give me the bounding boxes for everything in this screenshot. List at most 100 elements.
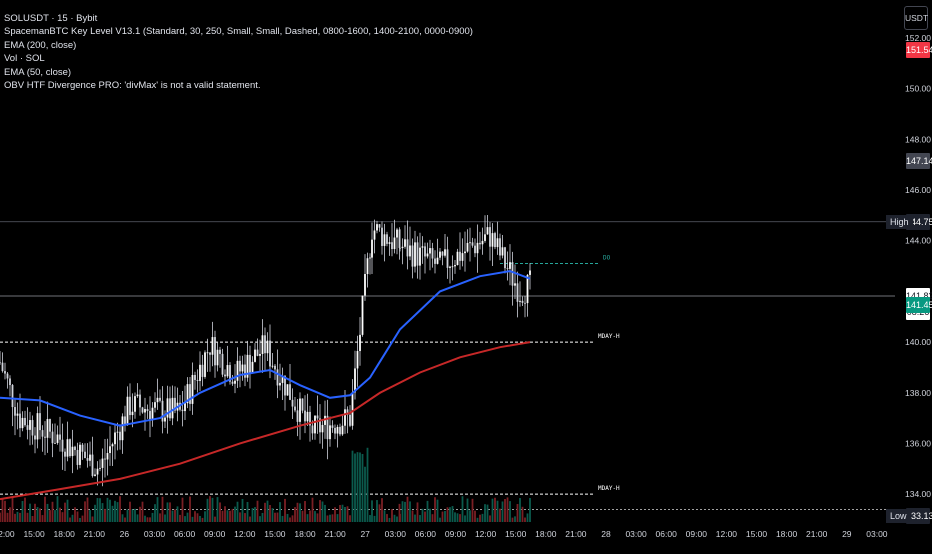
candle-body — [391, 242, 393, 250]
volume-bar — [314, 511, 316, 522]
volume-bar — [69, 517, 71, 522]
price-tag-caption: Low — [886, 509, 911, 524]
candle-body — [121, 416, 124, 441]
legend-volume[interactable]: Vol · SOL — [4, 53, 45, 65]
volume-bar — [76, 511, 79, 522]
candle-body — [111, 444, 114, 447]
volume-bar — [514, 516, 516, 522]
volume-bar — [159, 513, 161, 522]
candle-body — [16, 413, 19, 416]
candle-body — [11, 385, 14, 408]
candle-body — [424, 246, 426, 257]
volume-bar — [459, 514, 461, 522]
candle-body — [481, 240, 484, 245]
candle-body — [281, 375, 284, 383]
price-tag: 133.13 — [906, 508, 932, 525]
volume-bar — [176, 506, 179, 522]
time-tick-label: 03:00 — [144, 529, 166, 539]
volume-bar — [349, 515, 351, 522]
volume-bar — [91, 516, 94, 522]
volume-bar — [461, 496, 464, 522]
volume-bar — [479, 514, 481, 522]
candle-body — [336, 426, 339, 434]
volume-bar — [114, 500, 116, 522]
volume-bar — [106, 497, 109, 522]
candle-body — [89, 454, 91, 461]
candle-body — [376, 224, 378, 231]
candle-body — [509, 262, 511, 269]
time-tick-label: 06:00 — [415, 529, 437, 539]
volume-bar — [81, 515, 84, 522]
legend-ema-200[interactable]: EMA (200, close) — [4, 39, 77, 51]
candle-body — [354, 368, 356, 393]
price-axis[interactable]: 152.00 150.00 148.00 146.00 144.00 140.00 138.… — [905, 33, 931, 499]
volume-bar — [234, 506, 236, 522]
time-tick-label: 21:00 — [565, 529, 587, 539]
volume-bar — [281, 515, 284, 522]
volume-bar — [456, 513, 459, 522]
candle-body — [126, 396, 129, 426]
volume-bar — [99, 498, 101, 522]
volume-bar — [1, 498, 4, 522]
volume-bar — [301, 510, 304, 522]
volume-bar — [194, 511, 196, 522]
volume-bar — [209, 496, 211, 522]
volume-bar — [14, 513, 16, 522]
candle-body — [59, 434, 61, 440]
volume-bar — [489, 515, 491, 522]
candle-body — [514, 283, 516, 286]
volume-bar — [361, 453, 364, 522]
volume-bar — [399, 513, 401, 522]
volume-bar — [59, 507, 61, 522]
candle-body — [251, 361, 254, 374]
volume-bar — [6, 512, 9, 522]
candle-body — [71, 446, 74, 457]
volume-bar — [476, 517, 479, 522]
volume-bar — [56, 496, 59, 522]
volume-bar — [426, 500, 429, 522]
candle-body — [524, 302, 526, 304]
candle-body — [191, 374, 194, 404]
volume-bar — [116, 502, 119, 522]
candle-body — [479, 242, 481, 245]
currency-button[interactable]: USDT — [904, 6, 928, 30]
candle-body — [404, 239, 406, 247]
candle-body — [491, 233, 494, 247]
volume-bar — [506, 497, 509, 522]
candle-body — [306, 411, 309, 422]
legend-key-level[interactable]: SpacemanBTC Key Level V13.1 (Standard, 3… — [4, 26, 473, 38]
volume-bar — [274, 512, 276, 522]
candle-body — [344, 409, 346, 426]
candle-body — [0, 362, 1, 364]
volume-bar — [529, 498, 531, 522]
legend-obv-error[interactable]: OBV HTF Divergence PRO: 'divMax' is not … — [4, 79, 261, 91]
legend-ema-50[interactable]: EMA (50, close) — [4, 66, 72, 78]
volume-bar — [424, 511, 426, 522]
candle-body — [61, 439, 64, 452]
candle-body — [9, 378, 11, 386]
volume-bar — [104, 508, 106, 522]
candle-body — [154, 402, 156, 408]
volume-bar — [244, 513, 246, 522]
time-tick-label: 09:00 — [686, 529, 708, 539]
price-tick-label: 152.00 — [905, 33, 931, 43]
time-axis[interactable]: 12:00 15:00 18:00 21:00 26 03:00 06:00 09:00 12:… — [0, 529, 888, 539]
legend-symbol[interactable]: SOLUSDT · 15 · Bybit — [4, 13, 98, 24]
volume-bar — [356, 452, 359, 522]
volume-bar — [316, 513, 319, 522]
candle-body — [266, 340, 269, 354]
candle-body — [86, 458, 89, 461]
candle-body — [134, 396, 136, 412]
volume-bar — [44, 496, 46, 522]
candle-body — [31, 420, 34, 436]
candle-body — [364, 274, 366, 296]
candle-body — [169, 398, 171, 419]
key-level-label: MDAY-H — [598, 485, 620, 492]
candle-body — [409, 245, 411, 257]
volume-bar — [249, 516, 251, 522]
candle-body — [504, 247, 506, 269]
candle-body — [461, 253, 464, 261]
candle-body — [19, 413, 21, 429]
